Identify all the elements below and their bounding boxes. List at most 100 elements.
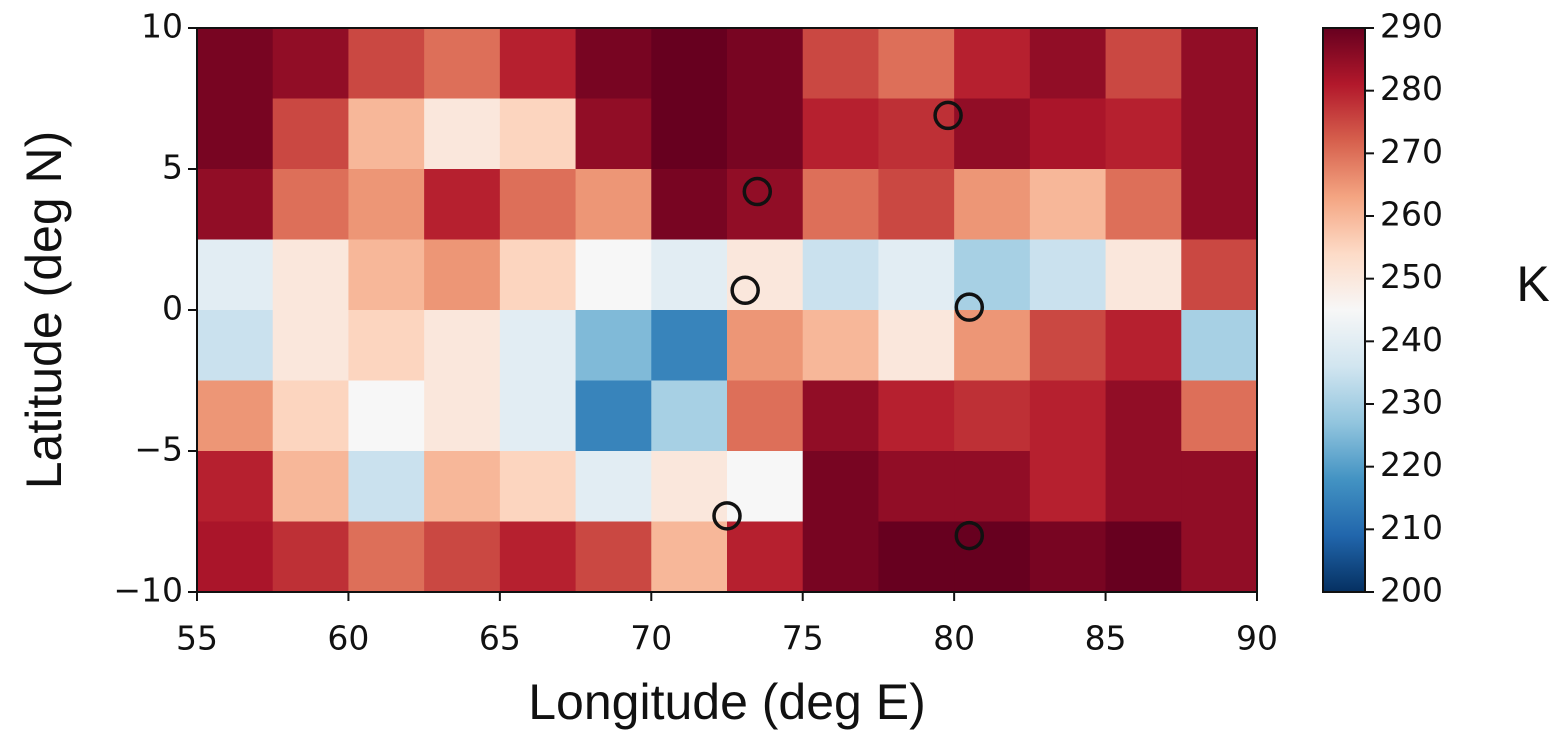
heatmap-cell <box>499 169 577 240</box>
heatmap-cell <box>1029 310 1107 381</box>
y-tick-label: −10 <box>113 571 183 610</box>
marker-circle <box>730 275 760 306</box>
y-axis-label: Latitude (deg N) <box>16 131 72 490</box>
x-tick-label: 75 <box>782 619 824 658</box>
heatmap-cell <box>1181 521 1257 592</box>
colorbar-tick-label: 260 <box>1380 195 1443 234</box>
x-tick-label: 60 <box>327 619 369 658</box>
heatmap-cell <box>651 380 728 452</box>
heatmap-cell <box>575 28 652 99</box>
heatmap-cell <box>1105 28 1182 99</box>
heatmap-cell <box>802 239 879 311</box>
heatmap-cell <box>878 380 955 452</box>
heatmap-cell <box>575 98 652 170</box>
heatmap-cell <box>348 239 425 311</box>
heatmap-cell <box>197 521 274 592</box>
heatmap-cell <box>272 169 349 240</box>
heatmap-cell <box>954 169 1031 240</box>
heatmap-cell <box>954 380 1031 452</box>
heatmap-cell <box>727 28 804 99</box>
x-tick-label: 80 <box>933 619 975 658</box>
heatmap-cell <box>878 98 955 170</box>
colorbar-tick-label: 230 <box>1380 383 1443 422</box>
heatmap <box>197 28 1257 592</box>
x-tick-label: 90 <box>1236 619 1278 658</box>
x-tick-label: 55 <box>176 619 218 658</box>
heatmap-cell <box>1029 521 1107 592</box>
colorbar-tick-label: 200 <box>1380 571 1443 610</box>
x-tick-label: 85 <box>1085 619 1127 658</box>
heatmap-cell <box>424 169 501 240</box>
colorbar-tick-label: 270 <box>1380 132 1443 171</box>
colorbar-label: K <box>1516 256 1549 312</box>
marker-circle <box>954 520 985 551</box>
heatmap-cell <box>802 98 879 170</box>
heatmap-cell <box>727 521 804 592</box>
heatmap-cell <box>197 380 274 452</box>
y-tick-label: 0 <box>162 289 183 328</box>
heatmap-cell <box>424 98 501 170</box>
heatmap-cell <box>802 521 879 592</box>
heatmap-cell <box>1105 98 1182 170</box>
heatmap-cell <box>1105 380 1182 452</box>
heatmap-cell <box>575 169 652 240</box>
heatmap-cell <box>651 169 728 240</box>
heatmap-cell <box>878 451 955 522</box>
heatmap-cell <box>1181 380 1257 452</box>
heatmap-cell <box>802 380 879 452</box>
heatmap-cell <box>197 239 274 311</box>
heatmap-cell <box>197 451 274 522</box>
colorbar-tick-label: 240 <box>1380 320 1443 359</box>
heatmap-cell <box>878 521 955 592</box>
x-tick-label: 70 <box>630 619 672 658</box>
heatmap-cell <box>424 310 501 381</box>
heatmap-cell <box>1029 451 1107 522</box>
heatmap-cell <box>1181 98 1257 170</box>
heatmap-cell <box>348 521 425 592</box>
heatmap-cell <box>348 169 425 240</box>
heatmap-cell <box>651 521 728 592</box>
heatmap-cell <box>272 239 349 311</box>
heatmap-cell <box>424 521 501 592</box>
y-tick-label: −5 <box>134 430 183 469</box>
heatmap-cell <box>1029 98 1107 170</box>
heatmap-cell <box>575 239 652 311</box>
heatmap-cell <box>954 521 1031 592</box>
colorbar-tick-label: 280 <box>1380 69 1443 108</box>
heatmap-cell <box>575 310 652 381</box>
heatmap-cell <box>802 169 879 240</box>
heatmap-cell <box>348 310 425 381</box>
heatmap-cell <box>499 239 577 311</box>
heatmap-cell <box>499 380 577 452</box>
heatmap-cell <box>1105 451 1182 522</box>
heatmap-cell <box>651 310 728 381</box>
heatmap-cell <box>727 310 804 381</box>
heatmap-cell <box>727 98 804 170</box>
heatmap-cell <box>1029 169 1107 240</box>
marker-circle <box>933 100 963 131</box>
y-tick-label: 10 <box>141 7 183 46</box>
heatmap-cell <box>348 451 425 522</box>
heatmap-cell <box>272 310 349 381</box>
heatmap-cell <box>197 98 274 170</box>
heatmap-cell <box>727 380 804 452</box>
heatmap-cell <box>954 98 1031 170</box>
heatmap-cell <box>954 239 1031 311</box>
heatmap-cell <box>1029 239 1107 311</box>
heatmap-cell <box>575 451 652 522</box>
heatmap-cell <box>802 28 879 99</box>
heatmap-cell <box>954 310 1031 381</box>
heatmap-cell <box>651 239 728 311</box>
heatmap-cell <box>1181 239 1257 311</box>
heatmap-cell <box>348 28 425 99</box>
heatmap-cell <box>651 98 728 170</box>
heatmap-cell <box>878 239 955 311</box>
x-tick-label: 65 <box>479 619 521 658</box>
heatmap-cell <box>499 98 577 170</box>
heatmap-cell <box>499 310 577 381</box>
heatmap-cell <box>424 380 501 452</box>
colorbar-tick-label: 290 <box>1380 7 1443 46</box>
heatmap-cell <box>1105 239 1182 311</box>
colorbar <box>1322 27 1366 593</box>
heatmap-cell <box>1029 28 1107 99</box>
